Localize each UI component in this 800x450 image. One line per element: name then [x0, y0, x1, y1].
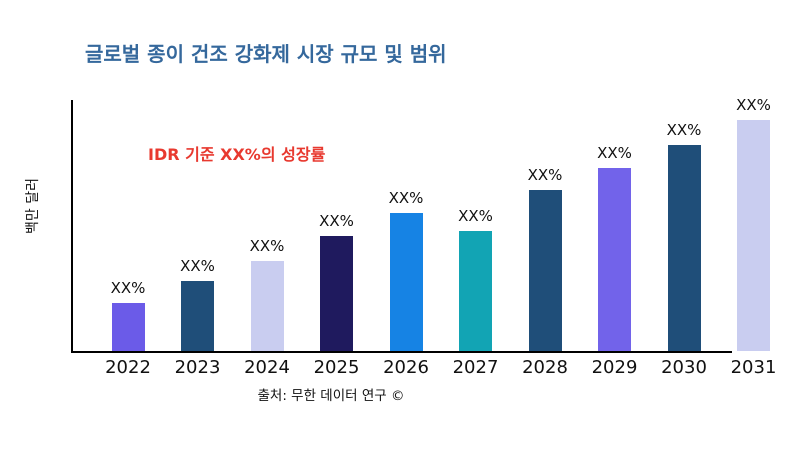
- x-tick-label-2025: 2025: [313, 357, 360, 378]
- bar-2025: [320, 236, 353, 351]
- plot-axes: [71, 100, 732, 353]
- y-axis-label: 백만 달러: [25, 178, 41, 234]
- bar-2028: [528, 190, 562, 351]
- x-tick-label-2026: 2026: [383, 357, 429, 378]
- bar-value-label-2028: XX%: [527, 166, 563, 184]
- bar-2026: [389, 213, 423, 351]
- bar-value-label-2025: XX%: [319, 212, 354, 230]
- bar-value-label-2022: XX%: [110, 279, 146, 297]
- bar-2031: [737, 120, 770, 351]
- x-tick-label-2031: 2031: [730, 357, 777, 378]
- bars-layer: XX% 2022 XX% 2023 XX% 2024 XX% 2025 XX% 2026 XX% 20…: [71, 96, 781, 378]
- bar-value-label-2031: XX%: [736, 96, 771, 114]
- growth-rate-annotation: IDR 기준 XX%의 성장률: [148, 145, 326, 164]
- bar-2023: [181, 281, 214, 351]
- bar-2027: [459, 231, 492, 351]
- x-tick-label-2024: 2024: [244, 357, 290, 378]
- bar-2029: [598, 168, 631, 351]
- bar-value-label-2026: XX%: [388, 189, 424, 207]
- bar-2024: [250, 261, 284, 351]
- x-tick-label-2029: 2029: [591, 357, 638, 378]
- x-tick-label-2027: 2027: [452, 357, 499, 378]
- bar-value-label-2027: XX%: [458, 207, 493, 225]
- bar-value-label-2029: XX%: [597, 144, 632, 162]
- source-note: 출처: 무한 데이터 연구 ©: [257, 388, 405, 404]
- bar-value-label-2024: XX%: [249, 237, 285, 255]
- chart-title: 글로벌 종이 건조 강화제 시장 규모 및 범위: [85, 42, 447, 66]
- bar-value-label-2030: XX%: [666, 121, 702, 139]
- x-tick-label-2023: 2023: [174, 357, 221, 378]
- bar-2030: [667, 145, 701, 351]
- x-tick-label-2030: 2030: [661, 357, 707, 378]
- bar-value-label-2023: XX%: [180, 257, 215, 275]
- bar-2022: [111, 303, 145, 351]
- x-tick-label-2022: 2022: [105, 357, 151, 378]
- x-tick-label-2028: 2028: [522, 357, 568, 378]
